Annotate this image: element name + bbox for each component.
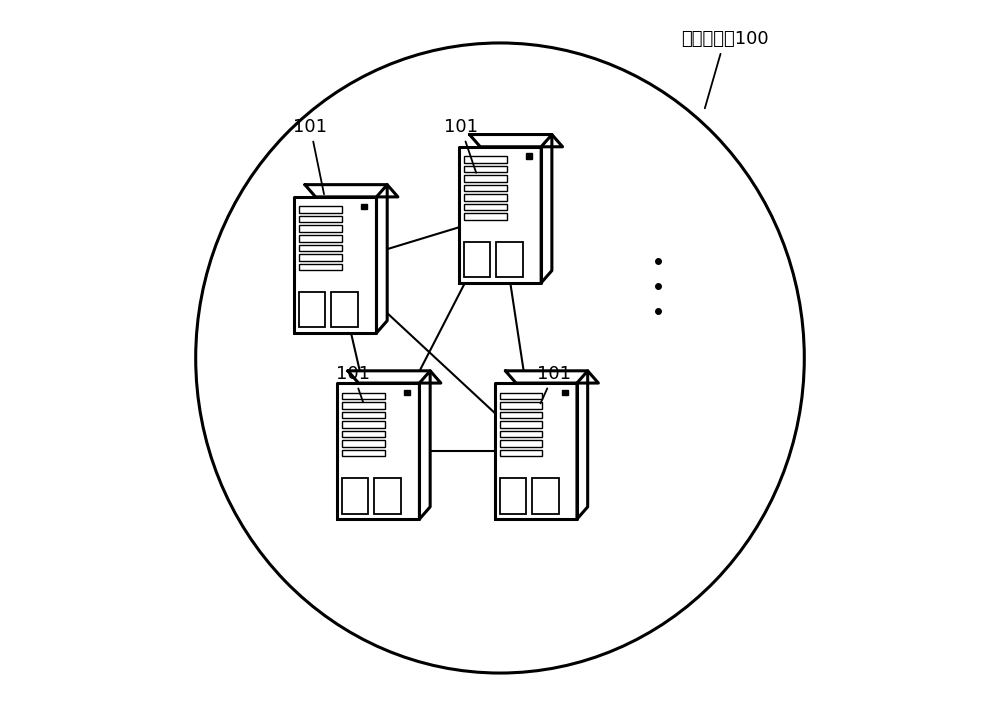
Bar — [299, 235, 342, 241]
Bar — [464, 175, 507, 182]
Bar — [500, 392, 542, 399]
Bar — [464, 204, 507, 211]
Bar — [342, 450, 385, 456]
Text: 101: 101 — [537, 365, 571, 403]
Bar — [342, 431, 385, 437]
Bar — [342, 421, 385, 427]
Bar — [500, 450, 542, 456]
Bar — [342, 440, 385, 447]
Bar — [404, 390, 410, 395]
Bar — [464, 213, 507, 220]
Bar — [500, 431, 542, 437]
Bar — [500, 440, 542, 447]
Bar — [342, 478, 368, 513]
Polygon shape — [294, 197, 376, 333]
Bar — [342, 392, 385, 399]
Bar — [299, 292, 325, 327]
Text: 101: 101 — [336, 365, 370, 402]
Bar — [464, 166, 507, 173]
Bar — [464, 156, 507, 163]
Bar — [299, 206, 342, 213]
Bar — [342, 412, 385, 418]
Polygon shape — [505, 371, 598, 383]
Polygon shape — [577, 371, 588, 519]
Bar — [374, 478, 401, 513]
Polygon shape — [305, 185, 398, 197]
Bar — [500, 478, 526, 513]
Bar — [342, 402, 385, 409]
Bar — [526, 153, 532, 159]
Bar — [299, 254, 342, 261]
Polygon shape — [495, 383, 577, 519]
Polygon shape — [541, 135, 552, 283]
Text: 101: 101 — [293, 118, 327, 194]
Bar — [496, 242, 523, 277]
Polygon shape — [337, 383, 419, 519]
Bar — [500, 421, 542, 427]
Polygon shape — [348, 371, 441, 383]
Bar — [562, 390, 568, 395]
Bar — [299, 245, 342, 251]
Bar — [464, 242, 490, 277]
Bar — [361, 203, 367, 209]
Bar — [464, 195, 507, 201]
Bar — [500, 402, 542, 409]
Bar — [532, 478, 559, 513]
Bar — [299, 226, 342, 232]
Bar — [464, 185, 507, 191]
Polygon shape — [376, 185, 387, 333]
Polygon shape — [459, 147, 541, 283]
Bar — [299, 263, 342, 270]
Text: 区块链系统100: 区块链系统100 — [681, 30, 768, 108]
Polygon shape — [419, 371, 430, 519]
Bar — [331, 292, 358, 327]
Text: 101: 101 — [444, 118, 478, 173]
Polygon shape — [470, 135, 563, 147]
Bar — [500, 412, 542, 418]
Bar — [299, 216, 342, 223]
